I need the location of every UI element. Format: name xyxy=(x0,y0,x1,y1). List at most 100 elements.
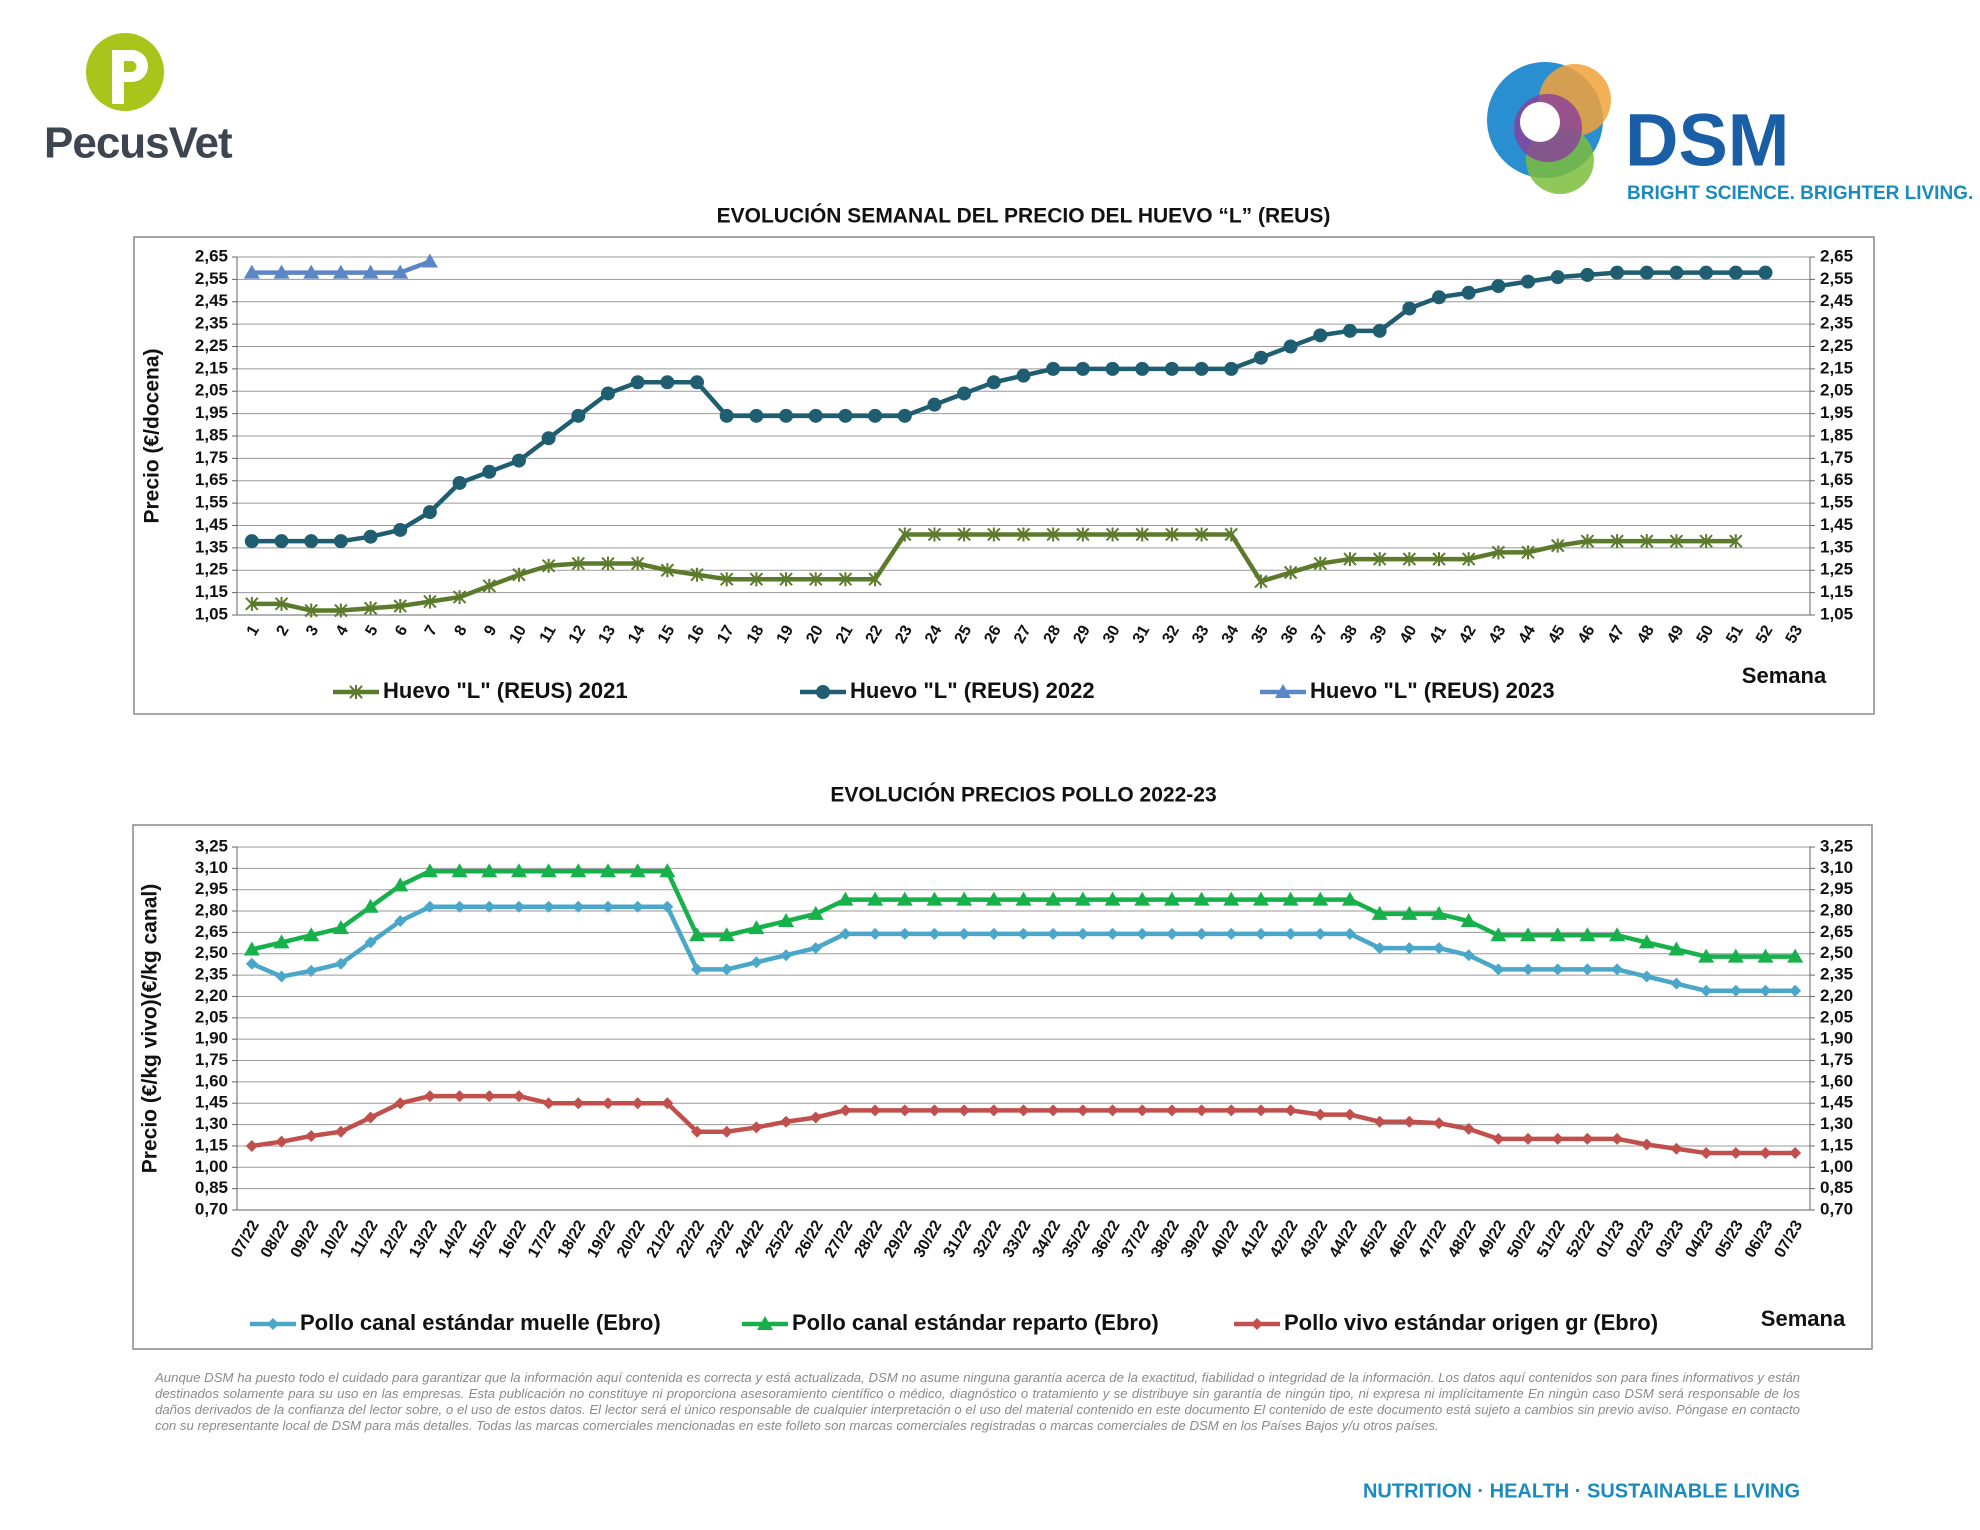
data-point xyxy=(1076,527,1090,542)
x-tick-label: 20 xyxy=(803,623,827,647)
y2-tick-label: 2,15 xyxy=(1820,358,1853,377)
data-point xyxy=(482,578,496,593)
y-tick-label: 1,75 xyxy=(195,1050,228,1069)
y-tick-label: 1,05 xyxy=(195,604,228,623)
data-point xyxy=(1373,942,1386,955)
data-point xyxy=(808,408,823,423)
x-tick-label: 15 xyxy=(655,623,679,647)
x-tick-label: 22/22 xyxy=(673,1218,708,1261)
data-point xyxy=(1045,891,1062,906)
data-point xyxy=(1075,361,1090,376)
data-point xyxy=(1580,534,1595,549)
data-point xyxy=(601,1097,614,1110)
data-point xyxy=(1134,891,1151,906)
y-tick-label: 2,95 xyxy=(195,879,228,898)
data-point xyxy=(1758,265,1773,280)
data-point xyxy=(1490,927,1507,942)
x-tick-label: 45 xyxy=(1545,623,1569,647)
y2-tick-label: 2,05 xyxy=(1820,1007,1853,1026)
y2-tick-label: 1,05 xyxy=(1820,604,1853,623)
data-point xyxy=(869,927,882,940)
data-point xyxy=(1522,963,1535,976)
y-tick-label: 1,90 xyxy=(195,1029,228,1048)
y-tick-label: 2,05 xyxy=(195,1007,228,1026)
data-point xyxy=(333,534,348,549)
data-point xyxy=(1431,905,1448,920)
data-point xyxy=(1639,265,1654,280)
y2-tick-label: 1,30 xyxy=(1820,1114,1853,1133)
y-tick-label: 2,65 xyxy=(195,246,228,265)
data-point xyxy=(1283,565,1298,580)
data-point xyxy=(1727,948,1744,963)
data-point xyxy=(303,264,320,279)
y-tick-label: 1,15 xyxy=(195,582,228,601)
data-point xyxy=(1640,534,1654,549)
data-point xyxy=(599,863,616,878)
x-tick-label: 31 xyxy=(1130,623,1154,647)
data-point xyxy=(1580,267,1595,282)
x-axis-label: Semana xyxy=(1761,1306,1846,1331)
data-point xyxy=(1462,949,1475,962)
data-point xyxy=(1611,963,1624,976)
footer: NUTRITION · HEALTH · SUSTAINABLE LIVING xyxy=(1363,1480,1800,1502)
y-tick-label: 2,80 xyxy=(195,901,228,920)
x-tick-label: 34/22 xyxy=(1030,1218,1065,1261)
data-point xyxy=(809,942,822,955)
x-tick-label: 09/22 xyxy=(288,1218,323,1261)
x-tick-label: 24 xyxy=(922,623,946,647)
data-point xyxy=(1047,1104,1060,1117)
y2-tick-label: 2,95 xyxy=(1820,879,1853,898)
data-point xyxy=(1254,574,1268,589)
data-point xyxy=(1163,891,1180,906)
y2-tick-label: 1,15 xyxy=(1820,1135,1853,1154)
y2-tick-label: 0,70 xyxy=(1820,1199,1853,1218)
data-point xyxy=(1401,905,1418,920)
data-point xyxy=(898,927,911,940)
data-point xyxy=(1433,942,1446,955)
x-tick-label: 3 xyxy=(303,623,322,639)
data-point xyxy=(452,475,467,490)
x-tick-label: 48/22 xyxy=(1445,1218,1480,1261)
data-point xyxy=(1668,941,1685,956)
data-point xyxy=(362,898,379,913)
data-point xyxy=(1492,1132,1505,1145)
data-point xyxy=(393,522,408,537)
y2-tick-label: 2,55 xyxy=(1820,269,1853,288)
data-point xyxy=(393,599,407,614)
x-tick-label: 33 xyxy=(1189,623,1213,647)
y2-tick-label: 2,50 xyxy=(1820,943,1853,962)
data-point xyxy=(1195,1104,1208,1117)
x-tick-label: 45/22 xyxy=(1356,1218,1391,1261)
data-point xyxy=(1521,545,1535,560)
x-tick-label: 29 xyxy=(1070,623,1094,647)
data-point xyxy=(453,1090,466,1103)
data-point xyxy=(629,863,646,878)
data-point xyxy=(987,927,1000,940)
data-point xyxy=(363,529,378,544)
data-point xyxy=(421,863,438,878)
y-tick-label: 1,65 xyxy=(195,470,228,489)
series-line xyxy=(251,532,1736,613)
x-tick-label: 21/22 xyxy=(644,1218,679,1261)
data-point xyxy=(512,567,526,582)
logo-p xyxy=(112,50,148,104)
data-point xyxy=(245,957,258,970)
x-tick-label: 22 xyxy=(863,623,887,647)
data-point xyxy=(659,863,676,878)
y-tick-label: 1,30 xyxy=(195,1114,228,1133)
x-tick-label: 37 xyxy=(1308,623,1332,647)
y2-tick-label: 1,45 xyxy=(1820,1093,1853,1112)
x-tick-label: 11/22 xyxy=(347,1218,381,1261)
legend-label: Pollo canal estándar reparto (Ebro) xyxy=(792,1310,1159,1335)
y-tick-label: 2,35 xyxy=(195,314,228,333)
data-point xyxy=(868,572,882,587)
data-point xyxy=(958,1104,971,1117)
data-point xyxy=(275,1135,288,1148)
data-point xyxy=(1461,285,1476,300)
y-tick-label: 2,50 xyxy=(195,943,228,962)
data-point xyxy=(1402,552,1417,567)
data-point xyxy=(1403,942,1416,955)
data-point xyxy=(1313,328,1328,343)
data-point xyxy=(720,1125,733,1138)
x-tick-label: 25/22 xyxy=(762,1218,797,1261)
